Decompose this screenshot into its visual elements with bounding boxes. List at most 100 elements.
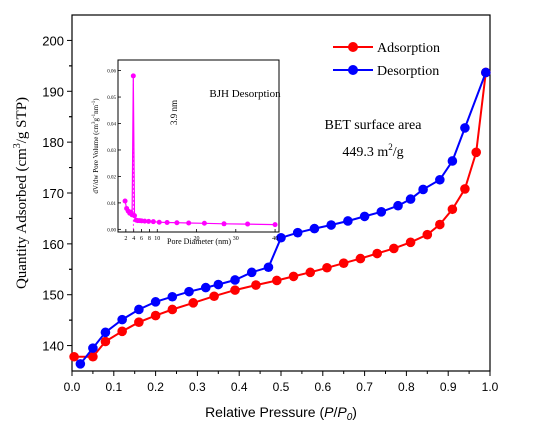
- inset-y-tick-label: 0.01: [107, 202, 116, 207]
- inset-y-tick-label: 0.02: [107, 175, 116, 180]
- legend-marker-adsorption: [348, 42, 358, 52]
- data-point-adsorption: [422, 229, 433, 240]
- data-point-adsorption: [69, 351, 79, 362]
- data-point-desorption: [359, 211, 370, 222]
- data-point-adsorption: [209, 291, 219, 302]
- data-point-adsorption: [322, 262, 332, 273]
- data-point-adsorption: [460, 184, 470, 194]
- data-point-desorption: [213, 279, 224, 290]
- y-axis-title: Quantity Adsorbed (cm3/g STP): [12, 97, 30, 289]
- data-point-adsorption: [305, 267, 316, 278]
- data-point-desorption: [418, 184, 428, 195]
- inset-plot-frame: [117, 59, 280, 233]
- data-point-adsorption: [88, 351, 98, 362]
- inset-x-tick-label: 40: [272, 236, 278, 242]
- inset-x-tick-label: 4: [132, 236, 135, 242]
- data-point-desorption: [230, 275, 240, 285]
- data-point-adsorption: [134, 317, 144, 327]
- data-point-adsorption: [435, 219, 445, 230]
- inset-x-tick-label: 2: [124, 236, 127, 242]
- data-point-adsorption: [372, 248, 382, 259]
- inset-axes: 2 4 6 8 10 20 30 40 0.00 0.01 0.02 0.03 0.04 0.05 0.06: [107, 70, 278, 242]
- y-tick-label: 180: [42, 135, 64, 150]
- data-point-adsorption: [405, 237, 416, 248]
- x-tick-label: 0.5: [273, 380, 290, 394]
- inset-x-tick-label: 6: [140, 236, 143, 242]
- inset-x-tick-label: 20: [194, 236, 200, 242]
- legend-label-adsorption: Adsorption: [377, 41, 440, 56]
- y-tick-label: 200: [42, 33, 64, 48]
- data-point-desorption: [292, 227, 303, 238]
- main-series: [69, 67, 491, 369]
- data-point-adsorption: [389, 243, 399, 254]
- data-point-desorption: [460, 123, 470, 133]
- legend-marker-desorption: [348, 65, 358, 75]
- data-point-desorption: [447, 156, 458, 166]
- x-tick-label: 0.7: [356, 380, 373, 394]
- data-point-desorption: [393, 200, 403, 211]
- inset-data-point: [186, 220, 192, 226]
- inset-x-tick-label: 30: [233, 236, 239, 242]
- data-point-desorption: [167, 291, 178, 302]
- data-point-adsorption: [272, 275, 282, 286]
- inset-data-point: [156, 219, 162, 225]
- data-point-adsorption: [167, 304, 178, 315]
- data-point-adsorption: [117, 326, 127, 337]
- data-point-adsorption: [355, 253, 366, 264]
- y-tick-label: 150: [42, 288, 64, 303]
- data-point-desorption: [75, 359, 86, 369]
- inset-title: BJH Desorption: [209, 88, 281, 100]
- inset-data-point: [164, 219, 170, 225]
- x-tick-label: 0.2: [147, 380, 164, 394]
- inset-data-point: [131, 213, 137, 219]
- data-point-adsorption: [188, 298, 199, 308]
- inset-y-tick-label: 0.05: [107, 96, 116, 101]
- data-point-desorption: [88, 343, 98, 353]
- inset-data-point: [142, 218, 148, 224]
- inset-y-tick-label: 0.03: [107, 149, 116, 154]
- inset-x-axis-title: Pore Diameter (nm): [167, 237, 231, 246]
- data-point-desorption: [200, 282, 211, 293]
- data-point-desorption: [134, 304, 144, 315]
- inset-data-point: [272, 222, 278, 228]
- bet-annotation-title: BET surface area: [325, 118, 423, 133]
- data-point-desorption: [276, 232, 286, 243]
- data-point-desorption: [343, 216, 353, 226]
- data-point-desorption: [246, 267, 257, 278]
- data-point-adsorption: [471, 147, 482, 158]
- inset-x-tick-label: 8: [148, 236, 151, 242]
- data-point-adsorption: [338, 258, 349, 268]
- inset-y-tick-label: 0.04: [107, 123, 116, 128]
- data-point-desorption: [435, 174, 445, 185]
- data-point-desorption: [326, 220, 336, 230]
- inset-data-point: [174, 220, 180, 226]
- inset-data-point: [122, 198, 128, 204]
- inset-data-point: [221, 221, 227, 227]
- inset-data-point: [146, 218, 152, 224]
- inset-data-point: [245, 221, 251, 227]
- inset-x-tick-label: 10: [154, 236, 160, 242]
- data-point-desorption: [100, 327, 111, 338]
- inset-data-point: [201, 220, 207, 226]
- inset-series: [122, 73, 278, 232]
- inset-y-tick-label: 0.06: [107, 70, 116, 75]
- data-point-desorption: [376, 207, 387, 217]
- x-tick-label: 1.0: [482, 380, 499, 394]
- inset-y-axis-title: dV/dw Pore Volume (cm3g-1nm-1): [92, 98, 100, 194]
- y-tick-label: 160: [42, 237, 64, 252]
- x-tick-label: 0.4: [231, 380, 248, 394]
- x-tick-label: 0.9: [440, 380, 457, 394]
- data-point-desorption: [405, 194, 416, 204]
- inset-data-point: [150, 219, 156, 225]
- data-point-adsorption: [288, 271, 299, 282]
- bet-annotation-value: 449.3 m2/g: [342, 142, 403, 160]
- inset-y-tick-label: 0.00: [107, 228, 116, 233]
- x-axis-title: Relative Pressure (P/P0): [205, 404, 357, 423]
- legend: Adsorption Desorption: [333, 41, 440, 79]
- data-point-desorption: [309, 223, 320, 234]
- x-tick-label: 0.6: [314, 380, 331, 394]
- data-point-desorption: [150, 297, 161, 307]
- x-tick-label: 0.0: [64, 380, 81, 394]
- x-tick-label: 0.1: [105, 380, 122, 394]
